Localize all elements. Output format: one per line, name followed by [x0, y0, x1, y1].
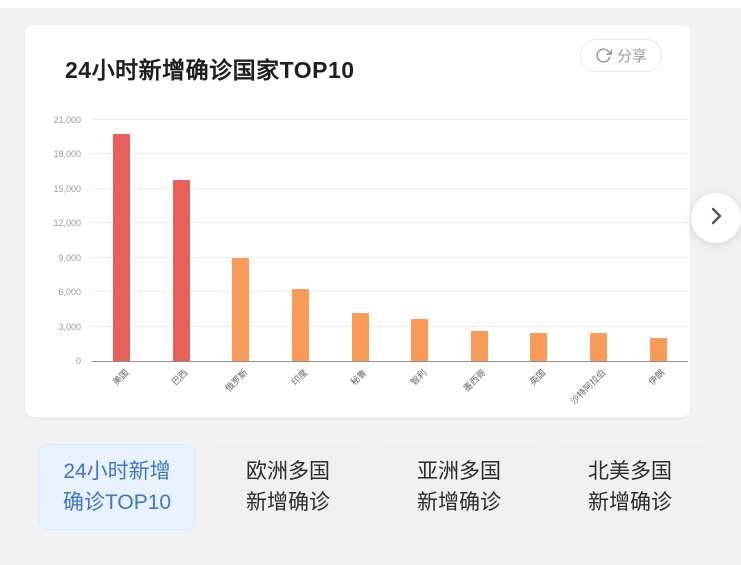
share-circular-arrow-icon: [595, 47, 612, 64]
bar-巴西: [172, 179, 190, 361]
bar-伊朗: [649, 338, 667, 361]
bar-英国: [530, 333, 548, 361]
bar-slot: 俄罗斯: [211, 120, 271, 394]
y-tick-label: 0: [75, 356, 81, 366]
bar-slot: 英国: [509, 120, 569, 387]
x-tick-label: 巴西: [170, 367, 190, 388]
bar-美国: [113, 133, 131, 361]
chart-tab-bar: 24小时新增 确诊TOP10 欧洲多国 新增确诊 亚洲多国 新增确诊 北美多国 新增确诊: [38, 444, 709, 530]
gridline: [92, 222, 688, 224]
tab-label-line: 确诊TOP10: [62, 491, 172, 514]
x-tick-label: 英国: [527, 367, 548, 388]
y-axis: 0 3,000 6,000 9,000 12,000 15,000 18,000 21,000: [25, 115, 85, 366]
tab-label-line: 欧洲多国: [246, 460, 330, 483]
bar-slot: 智利: [390, 120, 450, 387]
tab-label-line: 24小时新增: [63, 460, 171, 483]
tab-北美多国新增确诊[interactable]: 北美多国 新增确诊: [551, 444, 709, 530]
x-tick-label: 印度: [289, 367, 310, 388]
bar-slot: 美国: [92, 120, 152, 387]
bar-沙特阿拉伯: [590, 333, 608, 361]
tab-label-line: 新增确诊: [246, 491, 330, 514]
bar-印度: [292, 288, 310, 361]
tab-label-line: 新增确诊: [588, 491, 672, 514]
bar-slot: 墨西哥: [450, 120, 510, 394]
bar-秘鲁: [351, 312, 369, 361]
bar-slot: 印度: [271, 120, 331, 387]
x-tick-label: 智利: [408, 367, 429, 388]
x-tick-label: 美国: [110, 367, 131, 388]
y-tick-label: 6,000: [58, 287, 81, 298]
page-title: 24小时新增确诊国家TOP10: [65, 57, 355, 83]
chart-card: 24小时新增确诊国家TOP10 分享 0 3,000 6,000 9,000 12,00…: [25, 25, 690, 417]
tab-亚洲多国新增确诊[interactable]: 亚洲多国 新增确诊: [380, 444, 538, 530]
bar-slot: 秘鲁: [330, 120, 390, 387]
gridline: [92, 256, 688, 258]
y-tick-label: 15,000: [53, 183, 81, 194]
x-tick-label: 俄罗斯: [223, 367, 250, 394]
card-header: 24小时新增确诊国家TOP10 分享: [25, 25, 690, 95]
x-tick-label: 墨西哥: [461, 367, 488, 394]
carousel-next-button[interactable]: [691, 193, 741, 243]
x-tick-label: 沙特阿拉伯: [568, 367, 608, 407]
plot-area: 美国 巴西 俄罗斯 印度 秘鲁 智利 墨西哥 英国 沙特阿拉伯 伊朗: [92, 119, 688, 406]
tab-label-line: 亚洲多国: [417, 460, 501, 483]
gridline: [92, 119, 688, 120]
bar-俄罗斯: [232, 257, 250, 361]
tab-24小时新增确诊TOP10[interactable]: 24小时新增 确诊TOP10: [38, 444, 196, 530]
chevron-right-icon: [704, 204, 728, 233]
bar-slot: 沙特阿拉伯: [568, 120, 629, 406]
share-button-label: 分享: [616, 48, 647, 65]
bar-slot: 巴西: [152, 120, 212, 387]
tab-label-line: 新增确诊: [417, 491, 501, 514]
y-tick-label: 18,000: [53, 149, 81, 160]
bar-智利: [411, 318, 429, 361]
y-tick-label: 9,000: [58, 252, 81, 263]
bar-墨西哥: [470, 331, 488, 361]
gridline: [92, 291, 688, 293]
y-tick-label: 12,000: [53, 218, 81, 229]
gridline: [92, 325, 688, 327]
share-button[interactable]: 分享: [579, 39, 662, 72]
x-tick-label: 秘鲁: [348, 367, 369, 388]
tab-label-line: 北美多国: [588, 460, 672, 483]
gridline: [92, 187, 688, 189]
tab-欧洲多国新增确诊[interactable]: 欧洲多国 新增确诊: [209, 444, 367, 530]
y-tick-label: 21,000: [53, 115, 81, 125]
y-tick-label: 3,000: [58, 321, 81, 332]
bar-slot: 伊朗: [628, 120, 688, 387]
x-tick-label: 伊朗: [646, 367, 667, 388]
gridline: [92, 153, 688, 155]
page-top-strip: [0, 0, 741, 8]
